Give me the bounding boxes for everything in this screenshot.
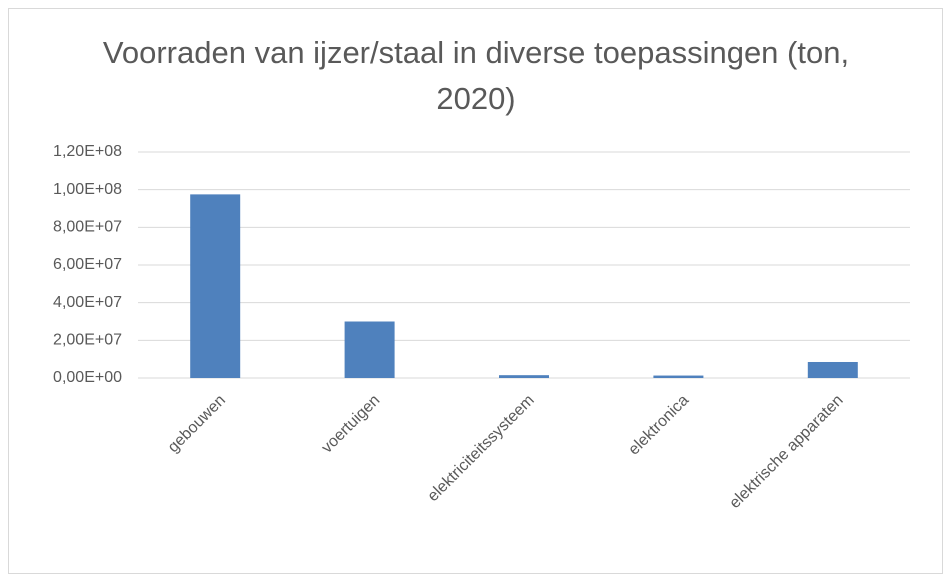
y-tick-label: 4,00E+07 bbox=[53, 294, 122, 311]
x-tick-label: gebouwen bbox=[165, 392, 229, 456]
bar bbox=[344, 321, 395, 378]
y-tick-label: 0,00E+00 bbox=[53, 369, 122, 386]
bar bbox=[190, 194, 241, 378]
chart-frame bbox=[8, 8, 943, 574]
y-tick-label: 8,00E+07 bbox=[53, 219, 122, 236]
x-tick-label: elektriciteitssysteem bbox=[425, 392, 538, 505]
x-tick-label: elektronica bbox=[625, 392, 692, 459]
bar bbox=[499, 375, 549, 378]
y-tick-label: 6,00E+07 bbox=[53, 256, 122, 273]
y-tick-label: 1,20E+08 bbox=[53, 143, 122, 160]
x-tick-label: voertuigen bbox=[319, 392, 384, 457]
y-tick-label: 2,00E+07 bbox=[53, 332, 122, 349]
chart-title: Voorraden van ijzer/staal in diverse toe… bbox=[102, 35, 850, 116]
x-tick-label: elektrische apparaten bbox=[726, 392, 846, 512]
y-tick-label: 1,00E+08 bbox=[53, 181, 122, 198]
bar bbox=[653, 375, 704, 378]
bar bbox=[807, 361, 858, 378]
